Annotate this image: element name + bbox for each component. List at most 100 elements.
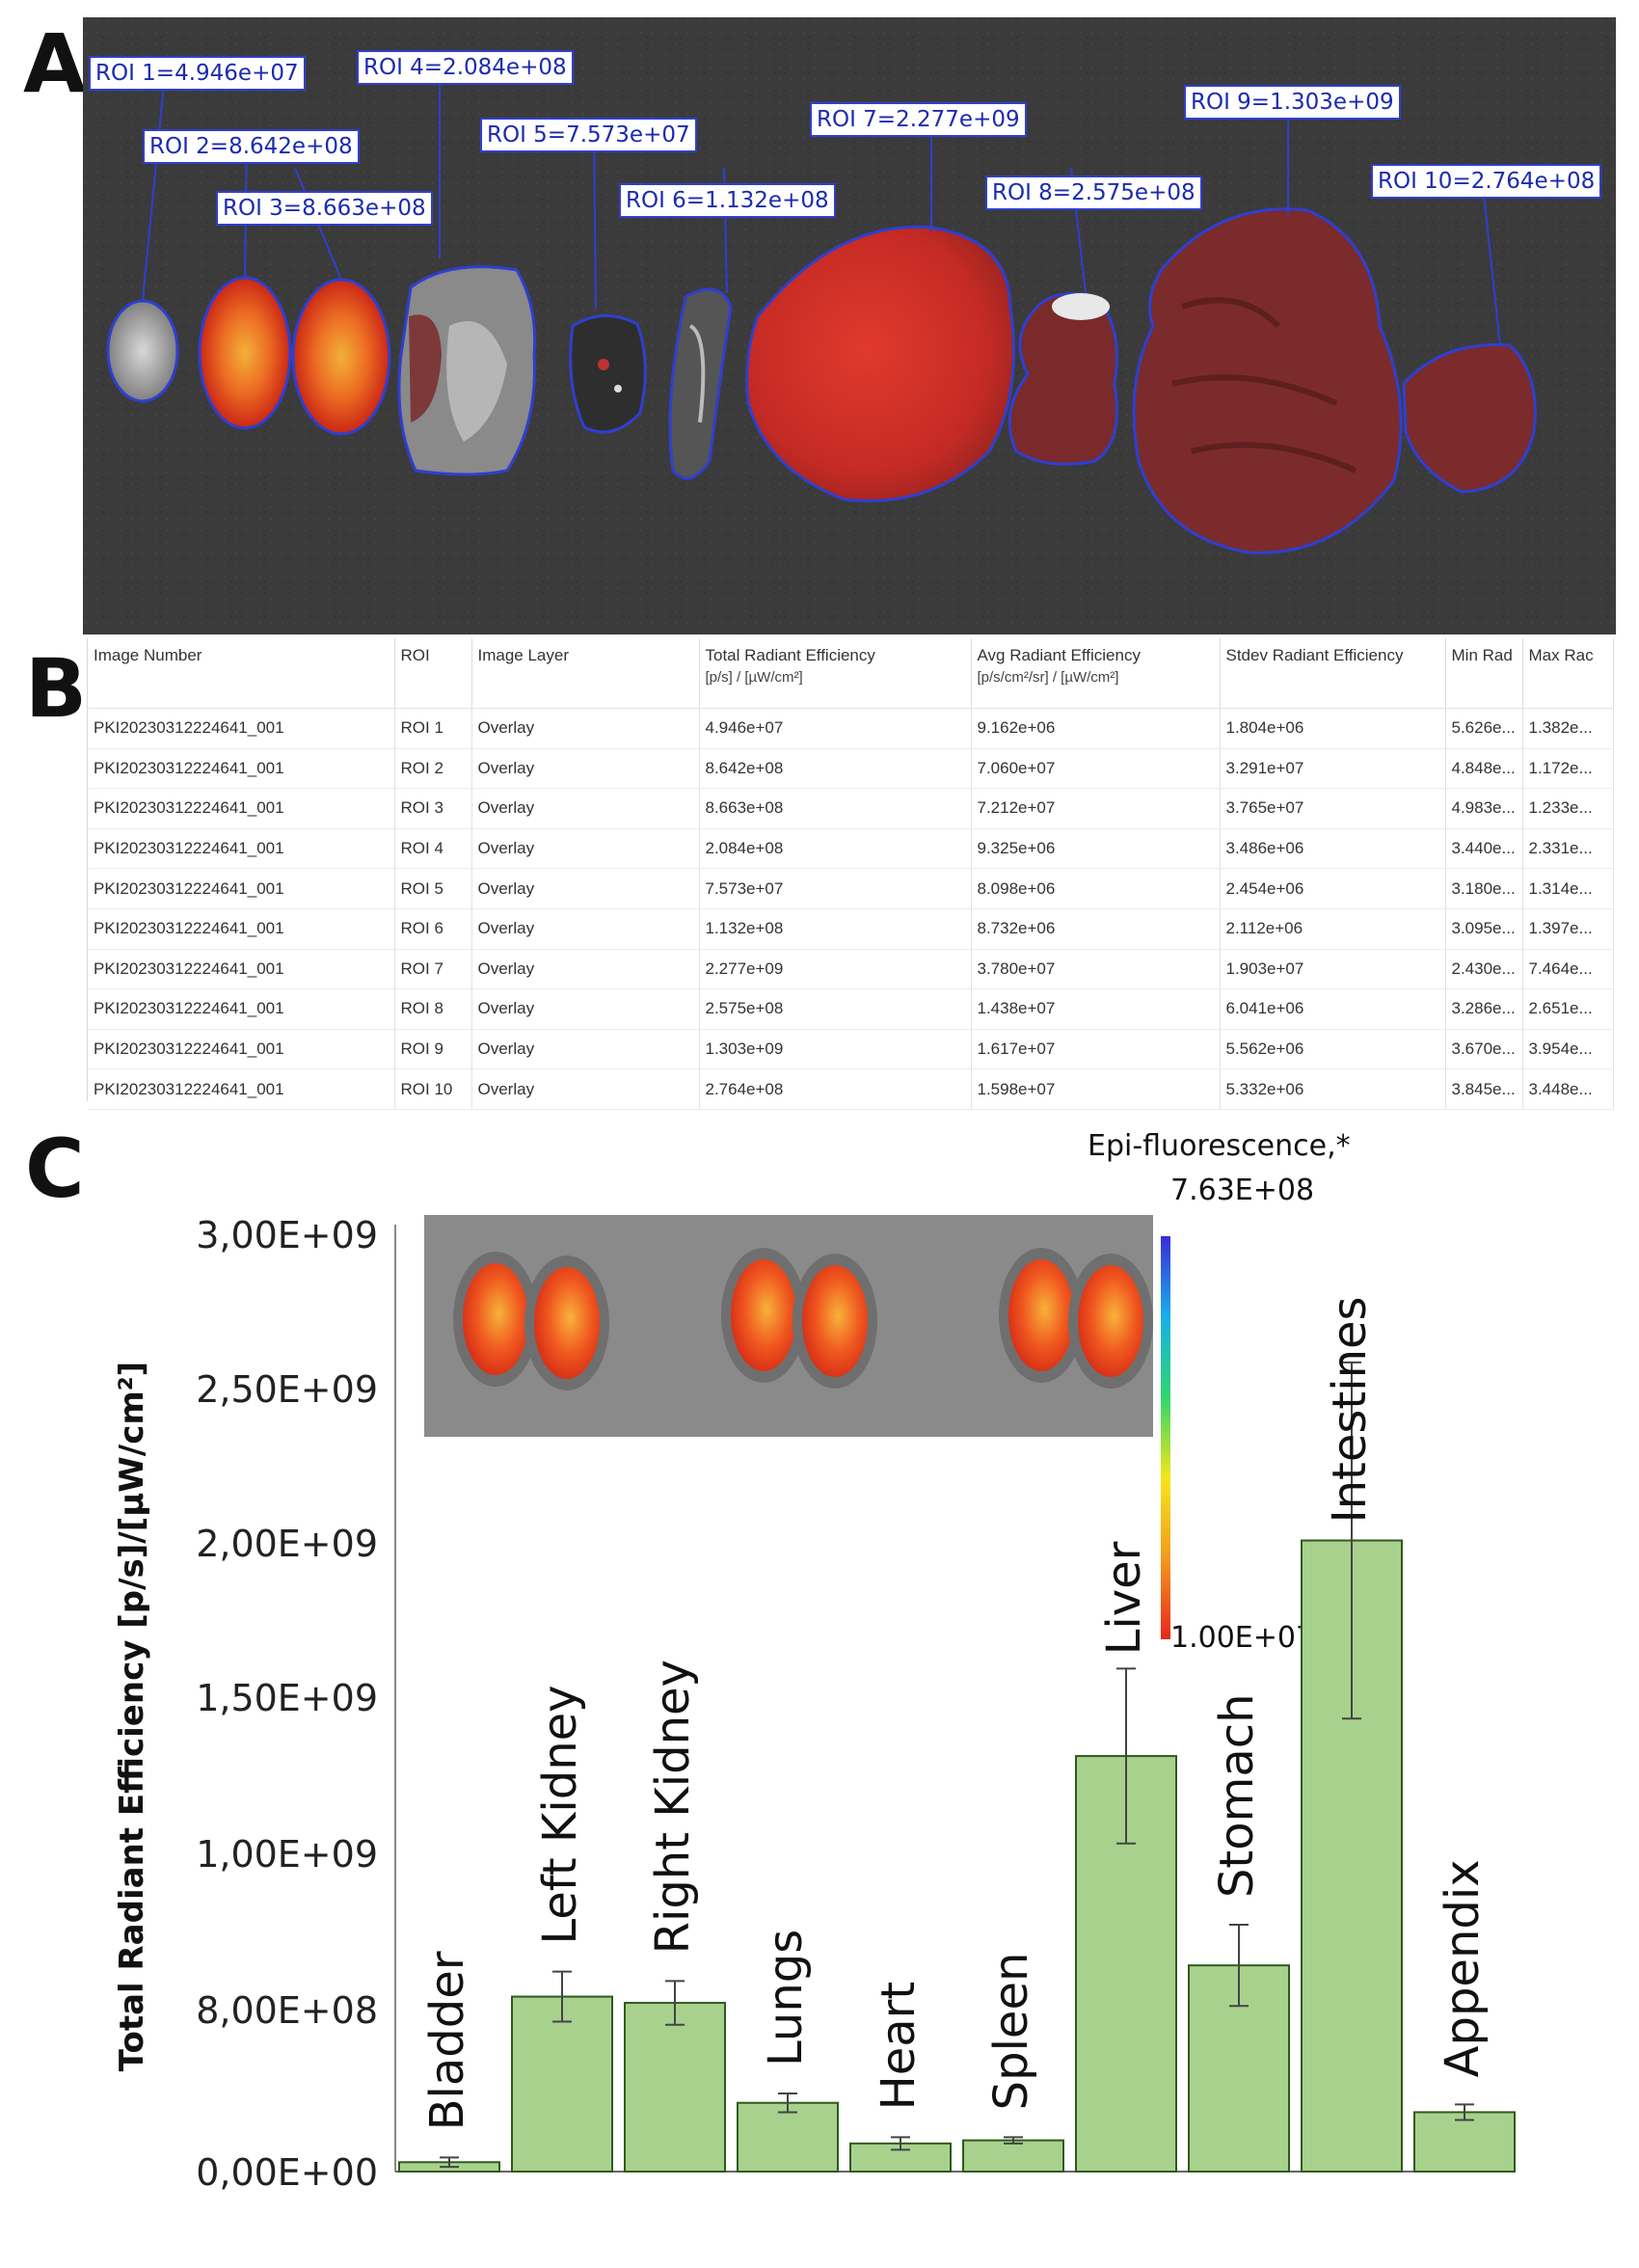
table-cell: 2.764e+08 — [699, 1068, 972, 1110]
table-header-cell[interactable]: ROI — [394, 638, 472, 709]
roi-label-5: ROI 5=7.573e+07 — [480, 118, 697, 152]
panel-letter-b: B — [25, 641, 88, 736]
table-cell: 1.397e... — [1522, 908, 1614, 950]
header-unit: [p/s/cm²/sr] / [µW/cm²] — [977, 669, 1119, 686]
table-cell: 8.098e+06 — [971, 868, 1221, 909]
table-cell: ROI 1 — [394, 708, 472, 749]
table-cell: 3.954e... — [1522, 1029, 1614, 1070]
table-cell: 1.382e... — [1522, 708, 1614, 749]
table-row[interactable]: PKI20230312224641_001 ROI 7 Overlay 2.277e+… — [88, 949, 1614, 990]
category-label: Stomach — [1210, 1693, 1264, 1898]
table-row[interactable]: PKI20230312224641_001 ROI 9 Overlay 1.303e+… — [88, 1029, 1614, 1070]
table-row[interactable]: PKI20230312224641_001 ROI 6 Overlay 1.132e+… — [88, 908, 1614, 950]
table-row[interactable]: PKI20230312224641_001 ROI 8 Overlay 2.575e+… — [88, 988, 1614, 1030]
y-tick-label: 1,50E+09 — [196, 1677, 378, 1719]
category-label: Appendix — [1436, 1859, 1490, 2077]
bar-right-kidney — [624, 2002, 726, 2173]
colorbar-max-label: 7.63E+08 — [1170, 1174, 1314, 1207]
y-tick-label: 3,00E+09 — [196, 1214, 378, 1256]
y-tick-label: 2,00E+09 — [196, 1523, 378, 1565]
table-row[interactable]: PKI20230312224641_001 ROI 2 Overlay 8.642e+… — [88, 748, 1614, 790]
table-cell: ROI 9 — [394, 1029, 472, 1070]
table-header-cell[interactable]: Min Rad — [1445, 638, 1523, 709]
table-cell: 7.212e+07 — [971, 788, 1221, 829]
table-header-cell[interactable]: Image Number — [88, 638, 395, 709]
table-cell: 2.430e... — [1445, 949, 1523, 990]
table-cell: Overlay — [471, 1068, 700, 1110]
category-label: Left Kidney — [533, 1685, 587, 1944]
table-cell: PKI20230312224641_001 — [88, 988, 395, 1030]
table-cell: 5.332e+06 — [1220, 1068, 1446, 1110]
organ-bladder — [106, 299, 179, 403]
table-header-cell[interactable]: Max Rac — [1522, 638, 1614, 709]
table-row[interactable]: PKI20230312224641_001 ROI 4 Overlay 2.084e+… — [88, 828, 1614, 870]
table-cell: 1.438e+07 — [971, 988, 1221, 1030]
table-row[interactable]: PKI20230312224641_001 ROI 10 Overlay 2.764e… — [88, 1068, 1614, 1110]
organ-liver — [745, 225, 1015, 502]
table-cell: 3.095e... — [1445, 908, 1523, 950]
roi-measurement-table: Image Number ROI Image Layer Total Radiant … — [88, 638, 1614, 1110]
category-label: Spleen — [984, 1953, 1038, 2111]
table-row[interactable]: PKI20230312224641_001 ROI 3 Overlay 8.663e+… — [88, 788, 1614, 829]
bar-appendix — [1413, 2111, 1516, 2173]
table-cell: 7.573e+07 — [699, 868, 972, 909]
table-cell: 3.180e... — [1445, 868, 1523, 909]
colorbar — [1161, 1236, 1170, 1639]
category-label: Right Kidney — [646, 1660, 700, 1954]
table-cell: 5.562e+06 — [1220, 1029, 1446, 1070]
table-cell: 1.598e+07 — [971, 1068, 1221, 1110]
table-cell: Overlay — [471, 788, 700, 829]
organ-stomach — [1008, 292, 1118, 466]
table-cell: 1.903e+07 — [1220, 949, 1446, 990]
table-header-cell[interactable]: Avg Radiant Efficiency [p/s/cm²/sr] / [µW… — [971, 638, 1221, 709]
colorbar-title: Epi-fluorescence,* — [1088, 1129, 1351, 1163]
organ-lungs — [397, 265, 537, 476]
y-tick-label: 2,50E+09 — [196, 1368, 378, 1411]
table-cell: 1.172e... — [1522, 748, 1614, 790]
table-cell: 5.626e... — [1445, 708, 1523, 749]
inset-kidney-signal — [731, 1259, 796, 1371]
table-cell: PKI20230312224641_001 — [88, 1068, 395, 1110]
table-cell: 3.780e+07 — [971, 949, 1221, 990]
organ-right-kidney — [291, 278, 391, 436]
header-unit: [p/s] / [µW/cm²] — [705, 669, 803, 686]
roi-measurement-table-panel: Image Number ROI Image Layer Total Radiant … — [87, 638, 1614, 1110]
organ-heart — [569, 314, 647, 434]
inset-kidney-signal — [534, 1267, 600, 1379]
panel-letter-a: A — [23, 16, 87, 111]
table-cell: ROI 7 — [394, 949, 472, 990]
roi-label-8: ROI 8=2.575e+08 — [985, 176, 1202, 210]
table-cell: Overlay — [471, 1029, 700, 1070]
roi-label-2: ROI 2=8.642e+08 — [143, 129, 360, 164]
table-cell: 2.331e... — [1522, 828, 1614, 870]
table-row[interactable]: PKI20230312224641_001 ROI 1 Overlay 4.946e+… — [88, 708, 1614, 749]
table-cell: ROI 5 — [394, 868, 472, 909]
table-header-cell[interactable]: Image Layer — [471, 638, 700, 709]
table-cell: 9.162e+06 — [971, 708, 1221, 749]
table-cell: Overlay — [471, 748, 700, 790]
category-label: Lungs — [759, 1930, 813, 2066]
table-cell: 3.440e... — [1445, 828, 1523, 870]
table-cell: 8.663e+08 — [699, 788, 972, 829]
table-cell: ROI 4 — [394, 828, 472, 870]
table-cell: ROI 8 — [394, 988, 472, 1030]
table-row[interactable]: PKI20230312224641_001 ROI 5 Overlay 7.573e+… — [88, 868, 1614, 909]
table-cell: PKI20230312224641_001 — [88, 788, 395, 829]
table-header-cell[interactable]: Total Radiant Efficiency [p/s] / [µW/cm²] — [699, 638, 972, 709]
y-axis-title: Total Radiant Efficiency [p/s]/[µW/cm²] — [113, 1362, 151, 2071]
organ-appendix — [1402, 343, 1537, 494]
table-cell: PKI20230312224641_001 — [88, 708, 395, 749]
table-header-cell[interactable]: Stdev Radiant Efficiency — [1220, 638, 1446, 709]
roi-label-10: ROI 10=2.764e+08 — [1371, 164, 1602, 199]
inset-kidney-signal — [463, 1263, 528, 1375]
header-label: Avg Radiant Efficiency — [977, 646, 1141, 664]
table-cell: ROI 10 — [394, 1068, 472, 1110]
category-label: Liver — [1097, 1541, 1151, 1655]
roi-label-6: ROI 6=1.132e+08 — [619, 183, 836, 218]
table-cell: PKI20230312224641_001 — [88, 748, 395, 790]
table-cell: 3.486e+06 — [1220, 828, 1446, 870]
bar-chart-svg: 0,00E+00 8,00E+08 1,00E+09 1,50E+09 2,00E+09… — [113, 1129, 1516, 2194]
table-cell: 3.286e... — [1445, 988, 1523, 1030]
table-cell: 4.848e... — [1445, 748, 1523, 790]
table-cell: ROI 3 — [394, 788, 472, 829]
